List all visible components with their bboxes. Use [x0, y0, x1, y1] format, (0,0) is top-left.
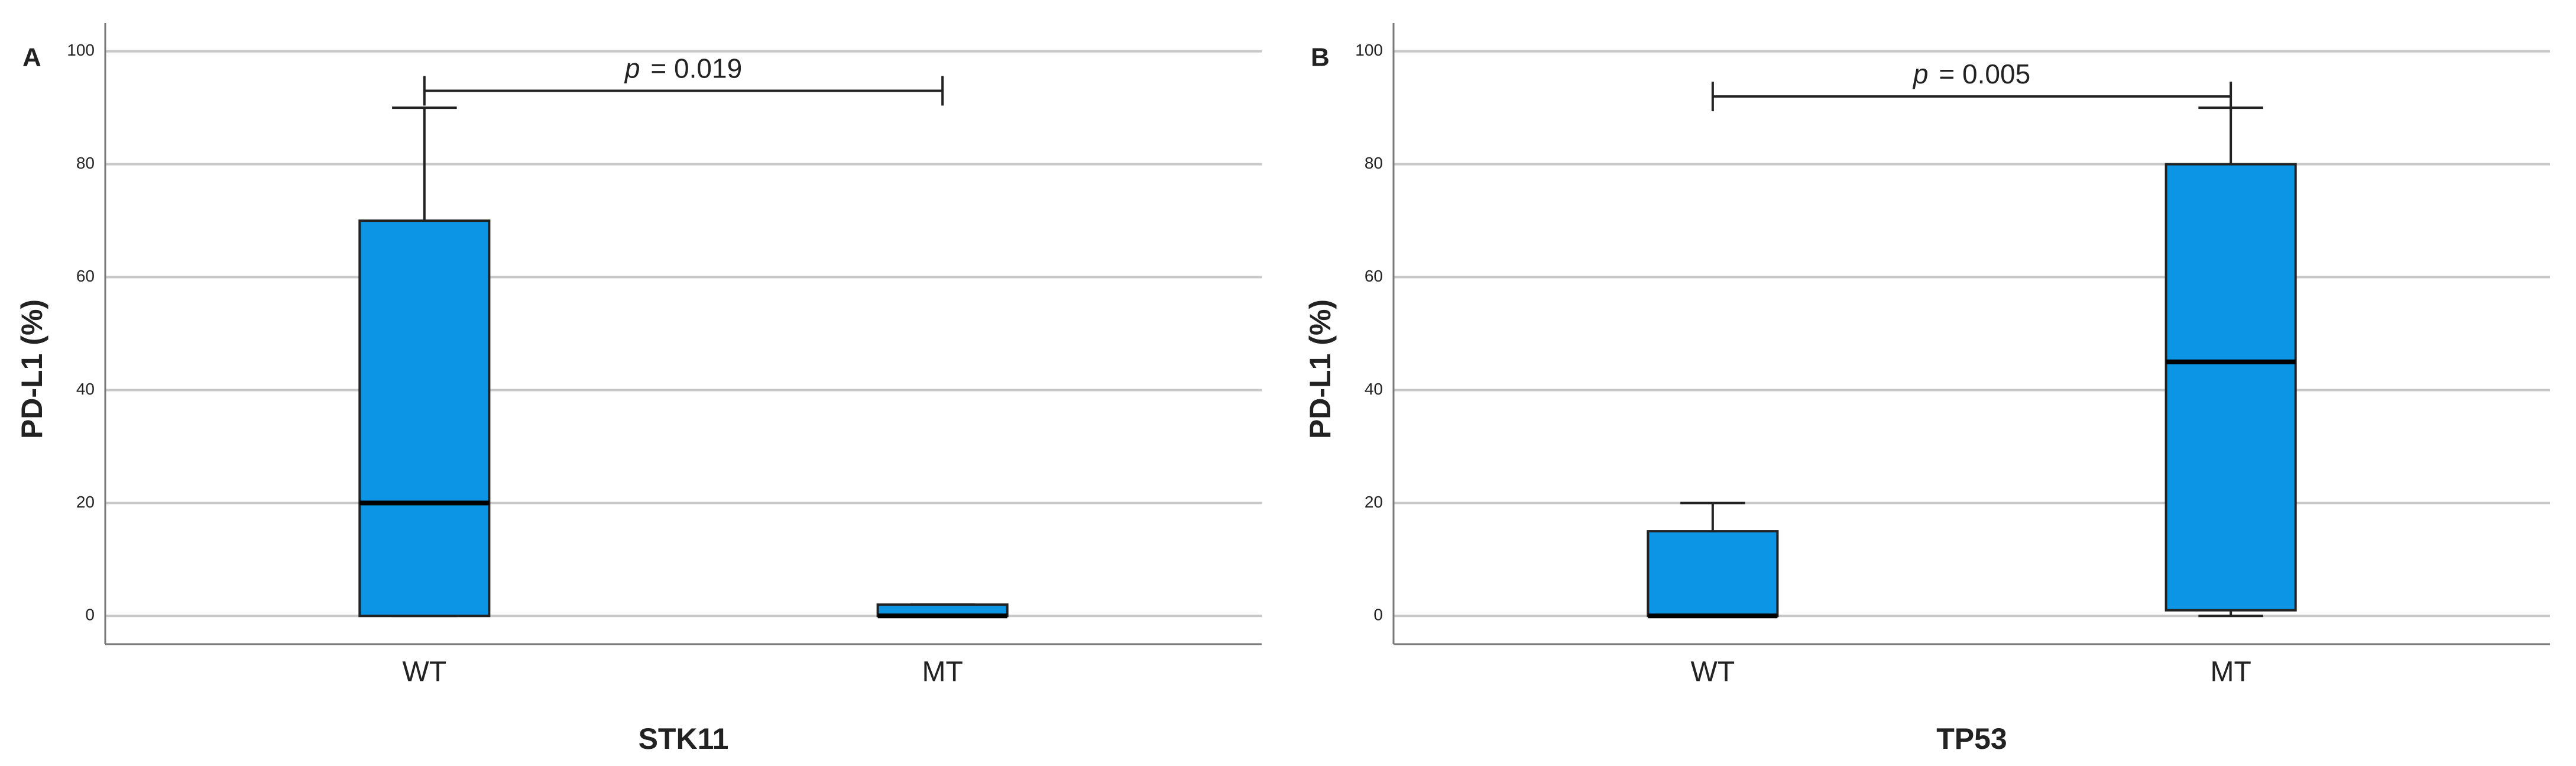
p-symbol: p [624, 53, 640, 84]
y-tick-label: 0 [85, 606, 95, 624]
y-tick-label: 80 [76, 154, 95, 172]
box [358, 219, 491, 618]
y-axis-label: PD-L1 (%) [1304, 299, 1337, 439]
y-tick-label: 40 [1365, 380, 1383, 398]
p-symbol: p [1912, 59, 1929, 89]
panel-label: B [1311, 43, 1330, 72]
x-axis-label: TP53 [1936, 722, 2007, 755]
y-tick-label: 80 [1365, 154, 1383, 172]
p-text: = 0.005 [1939, 59, 2030, 89]
y-tick-label: 100 [1355, 41, 1383, 59]
y-tick-label: 60 [1365, 267, 1383, 285]
x-tick-label: MT [2210, 657, 2251, 688]
y-tick-label: 40 [76, 380, 95, 398]
y-tick-label: 100 [67, 41, 95, 59]
panel-label: A [22, 43, 41, 72]
x-tick-label: WT [403, 657, 447, 688]
p-value: p = 0.019 [624, 53, 742, 84]
y-tick-label: 0 [1373, 606, 1383, 624]
y-axis-label: PD-L1 (%) [15, 299, 48, 439]
x-axis-label: STK11 [639, 722, 729, 755]
p-text: = 0.019 [650, 53, 742, 84]
box [2165, 163, 2297, 612]
y-tick-label: 20 [76, 493, 95, 511]
box [1647, 530, 1779, 618]
y-tick-label: 20 [1365, 493, 1383, 511]
x-tick-label: WT [1691, 657, 1735, 688]
p-value: p = 0.005 [1912, 59, 2030, 89]
y-tick-label: 60 [76, 267, 95, 285]
x-tick-label: MT [922, 657, 963, 688]
